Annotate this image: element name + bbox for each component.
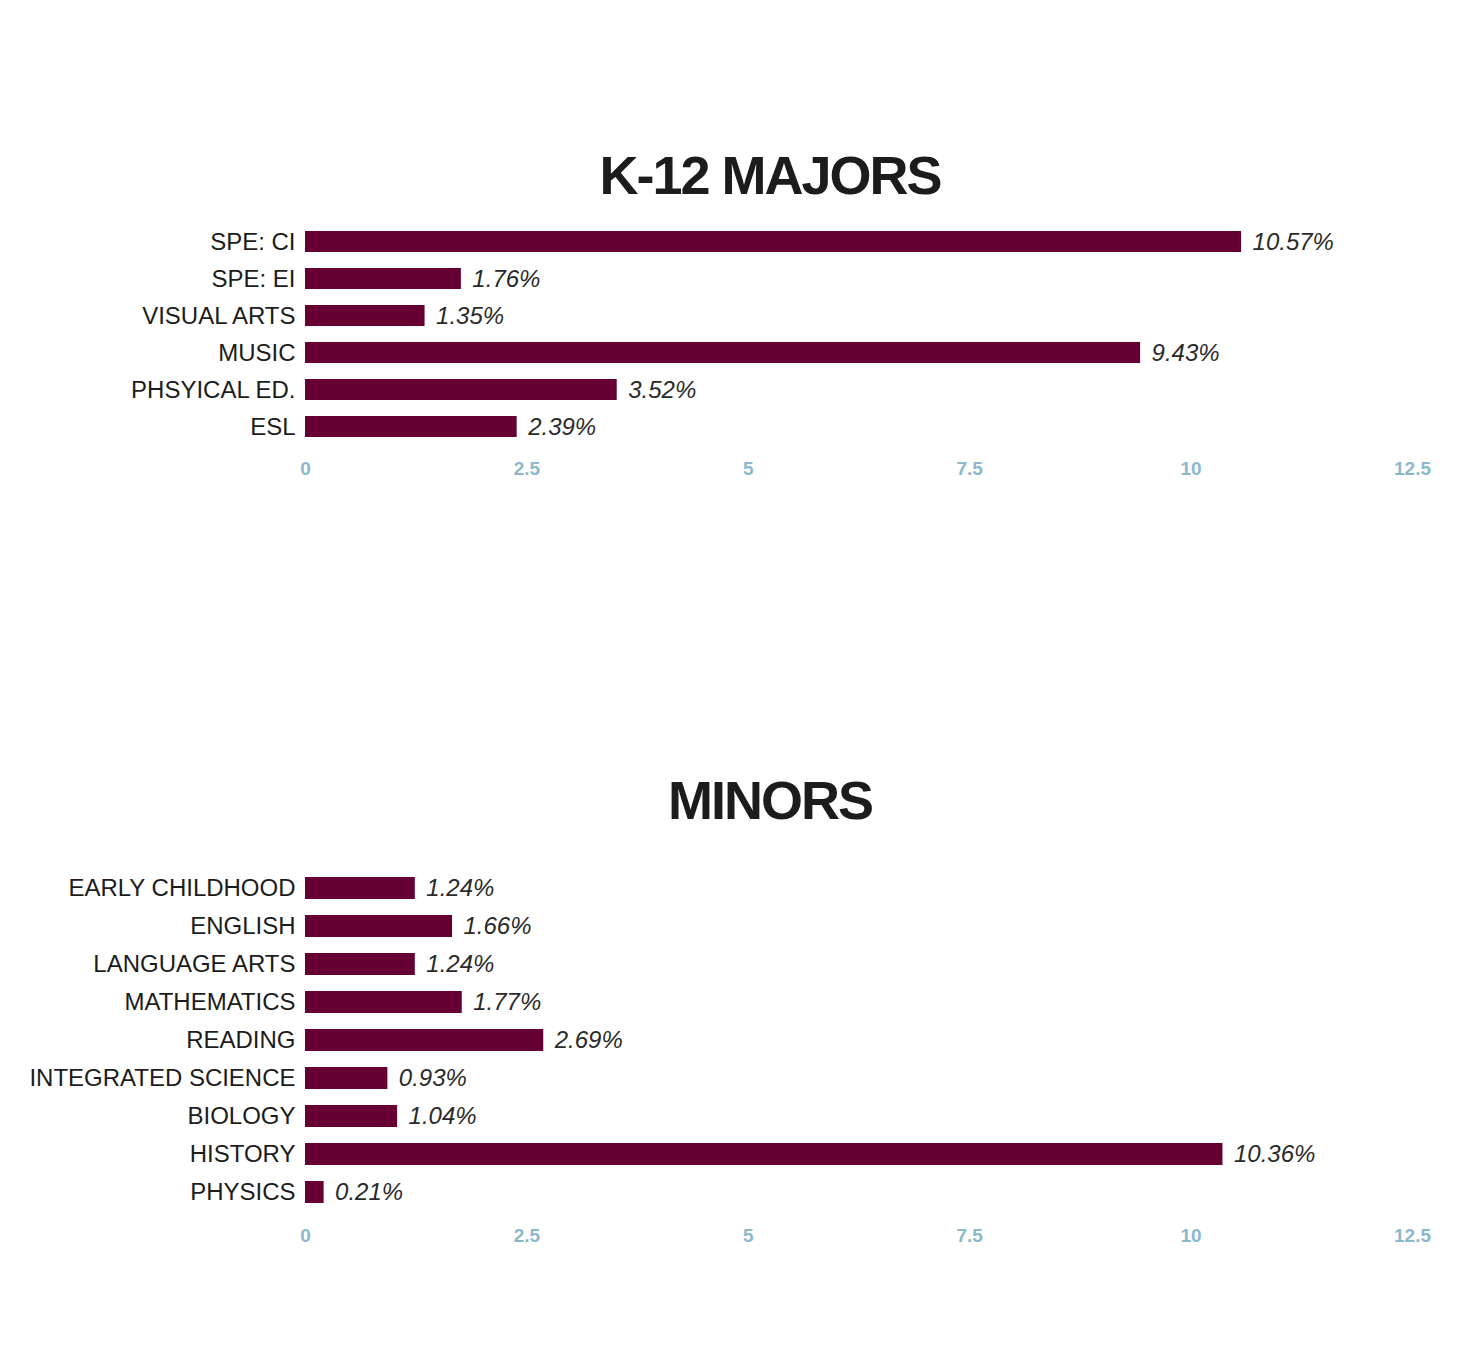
svg-text:0.93%: 0.93% [399,1064,467,1091]
svg-text:SPE: CI: SPE: CI [210,228,295,255]
svg-text:1.04%: 1.04% [409,1102,477,1129]
svg-text:10.57%: 10.57% [1253,228,1334,255]
svg-text:INTEGRATED SCIENCE: INTEGRATED SCIENCE [29,1064,295,1091]
svg-text:1.77%: 1.77% [473,988,541,1015]
svg-text:VISUAL ARTS: VISUAL ARTS [142,302,295,329]
svg-text:PHSYICAL ED.: PHSYICAL ED. [131,376,295,403]
svg-text:1.66%: 1.66% [464,912,532,939]
svg-text:EARLY CHILDHOOD: EARLY CHILDHOOD [68,874,295,901]
svg-text:BIOLOGY: BIOLOGY [188,1102,296,1129]
html-text:MINORS: MINORS [668,770,872,830]
svg-text:7.5: 7.5 [956,1225,983,1246]
svg-text:5: 5 [743,1225,754,1246]
svg-text:10: 10 [1181,1225,1202,1246]
svg-text:2.39%: 2.39% [527,413,596,440]
svg-text:10.36%: 10.36% [1234,1140,1315,1167]
svg-text:2.5: 2.5 [514,1225,541,1246]
svg-text:SPE: EI: SPE: EI [212,265,296,292]
svg-text:1.35%: 1.35% [436,302,504,329]
svg-text:12.5: 12.5 [1394,458,1431,479]
svg-text:0.21%: 0.21% [335,1178,403,1205]
svg-text:LANGUAGE ARTS: LANGUAGE ARTS [93,950,295,977]
svg-text:9.43%: 9.43% [1152,339,1220,366]
svg-text:0: 0 [300,458,311,479]
svg-text:1.76%: 1.76% [472,265,540,292]
svg-text:ENGLISH: ENGLISH [190,912,295,939]
svg-text:PHYSICS: PHYSICS [190,1178,295,1205]
svg-text:1.24%: 1.24% [426,950,494,977]
svg-text:7.5: 7.5 [956,458,983,479]
svg-text:2.5: 2.5 [514,458,541,479]
svg-text:3.52%: 3.52% [628,376,696,403]
html-text:K-12 MAJORS: K-12 MAJORS [599,145,941,205]
svg-text:0: 0 [300,1225,311,1246]
svg-text:1.24%: 1.24% [426,874,494,901]
svg-text:2.69%: 2.69% [554,1026,623,1053]
svg-text:5: 5 [743,458,754,479]
svg-text:READING: READING [186,1026,295,1053]
svg-text:MUSIC: MUSIC [218,339,295,366]
svg-text:ESL: ESL [250,413,295,440]
svg-text:10: 10 [1181,458,1202,479]
svg-text:MATHEMATICS: MATHEMATICS [125,988,296,1015]
svg-text:HISTORY: HISTORY [190,1140,296,1167]
svg-text:12.5: 12.5 [1394,1225,1431,1246]
